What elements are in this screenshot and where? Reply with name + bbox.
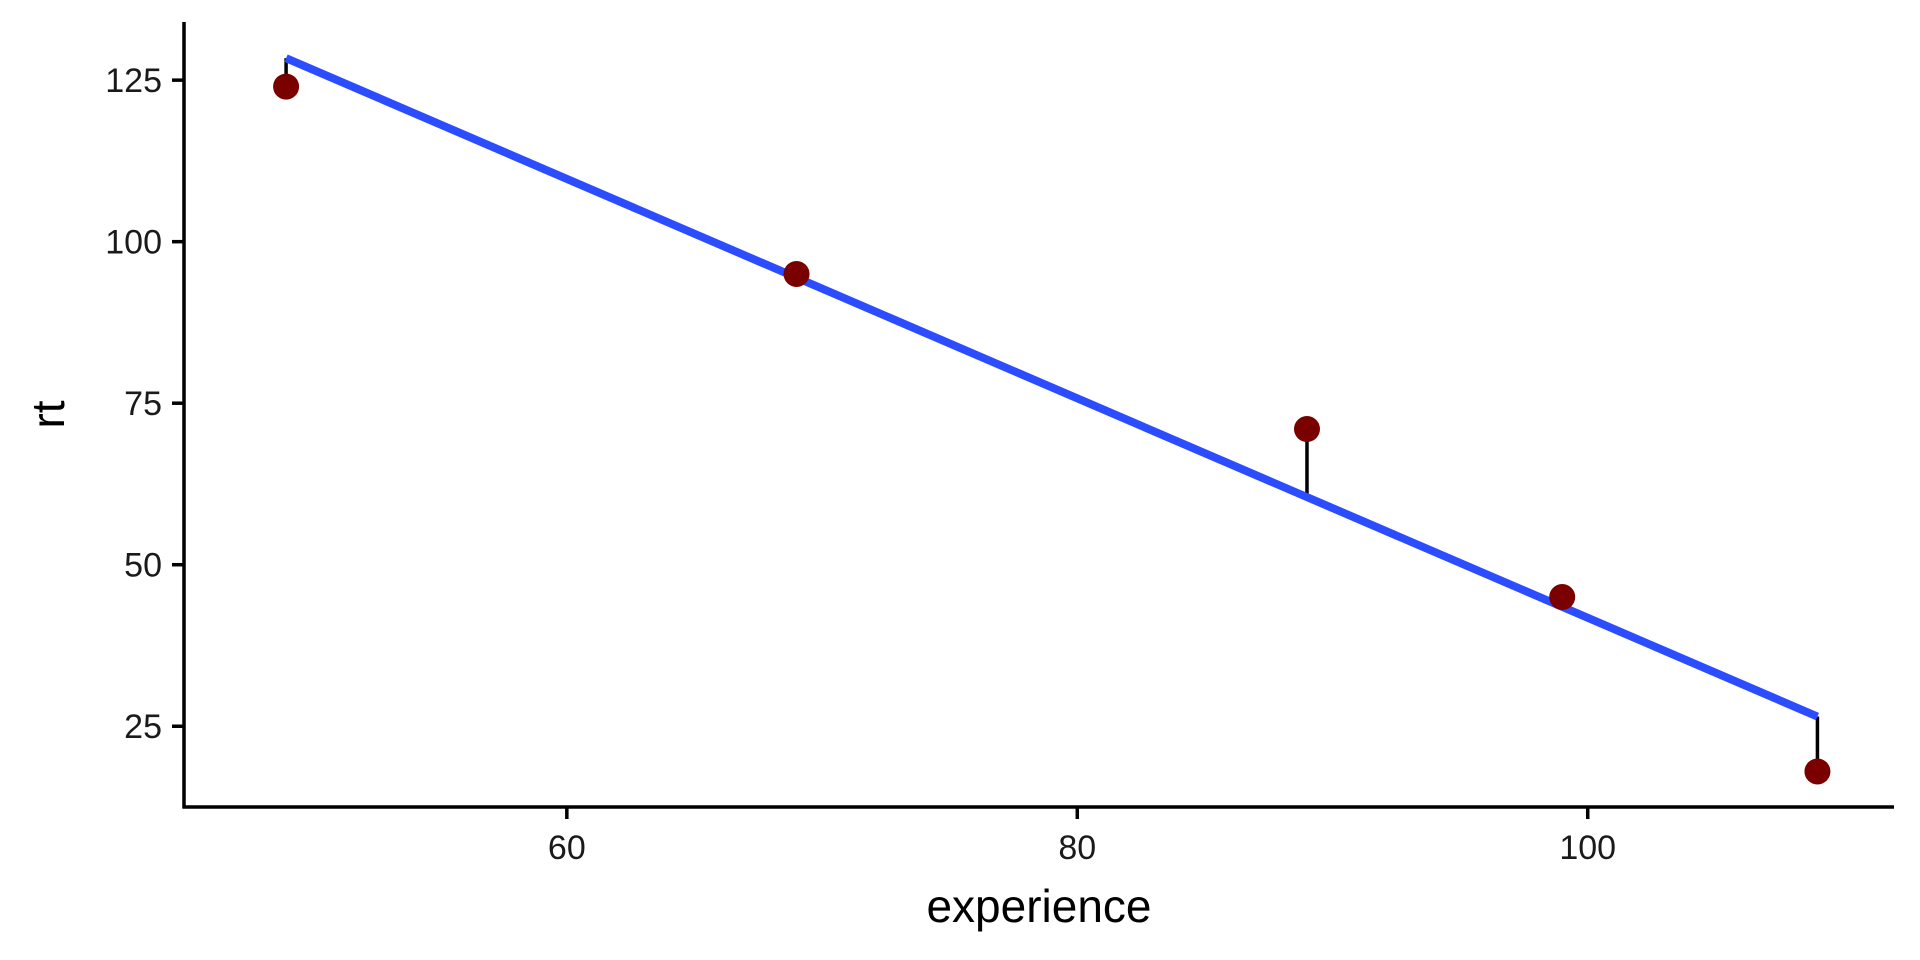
y-tick-label-25: 25 xyxy=(124,708,162,746)
data-point-3 xyxy=(1293,416,1320,443)
ticks: 60 80 100 25 50 75 100 125 xyxy=(105,62,1616,867)
x-tick-label-80: 80 xyxy=(1058,829,1096,867)
y-axis-title: rt xyxy=(22,400,74,428)
y-tick-label-75: 75 xyxy=(124,385,162,423)
data-point-1 xyxy=(273,73,300,100)
data-point-4 xyxy=(1549,584,1576,611)
y-tick-label-125: 125 xyxy=(105,62,162,100)
data-point-5 xyxy=(1804,758,1831,785)
residuals xyxy=(284,58,1820,772)
data-points xyxy=(273,73,1831,785)
regression-line xyxy=(284,54,1820,721)
axes xyxy=(182,22,1894,809)
regression-line-layer xyxy=(284,54,1820,721)
y-tick-label-100: 100 xyxy=(105,224,162,262)
x-tick-label-60: 60 xyxy=(548,829,586,867)
x-axis-title: experience xyxy=(926,880,1151,932)
y-tick-label-50: 50 xyxy=(124,547,162,585)
x-tick-label-100: 100 xyxy=(1559,829,1616,867)
data-point-2 xyxy=(783,260,810,287)
